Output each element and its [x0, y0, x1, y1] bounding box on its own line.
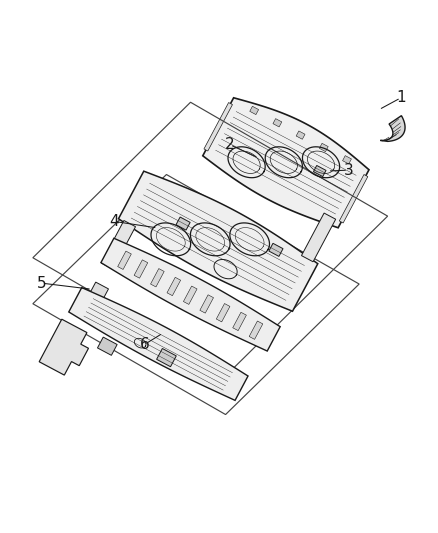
Polygon shape [204, 102, 233, 151]
Polygon shape [269, 244, 283, 256]
Polygon shape [343, 156, 351, 164]
Polygon shape [98, 337, 117, 356]
Polygon shape [118, 251, 131, 270]
Polygon shape [101, 221, 135, 269]
Polygon shape [249, 321, 263, 340]
Polygon shape [314, 165, 326, 176]
Polygon shape [151, 269, 164, 287]
Polygon shape [101, 238, 280, 351]
Polygon shape [250, 106, 258, 115]
Polygon shape [184, 286, 197, 304]
Polygon shape [157, 349, 176, 367]
Polygon shape [233, 312, 246, 330]
Text: 6: 6 [140, 337, 149, 352]
Text: 3: 3 [343, 163, 353, 177]
Text: 2: 2 [225, 137, 235, 152]
Polygon shape [69, 288, 248, 400]
Text: 5: 5 [37, 276, 46, 290]
Polygon shape [301, 213, 336, 262]
Polygon shape [319, 143, 328, 151]
Polygon shape [119, 171, 318, 311]
Text: 1: 1 [396, 91, 406, 106]
Polygon shape [39, 319, 88, 375]
Text: 4: 4 [109, 214, 119, 229]
Polygon shape [273, 119, 282, 127]
Polygon shape [176, 217, 190, 230]
Polygon shape [216, 303, 230, 322]
Polygon shape [339, 174, 368, 223]
Polygon shape [167, 277, 180, 296]
Polygon shape [200, 295, 213, 313]
Polygon shape [296, 131, 305, 139]
Polygon shape [203, 98, 369, 228]
Polygon shape [380, 116, 405, 141]
Polygon shape [79, 282, 109, 320]
Polygon shape [134, 260, 148, 278]
